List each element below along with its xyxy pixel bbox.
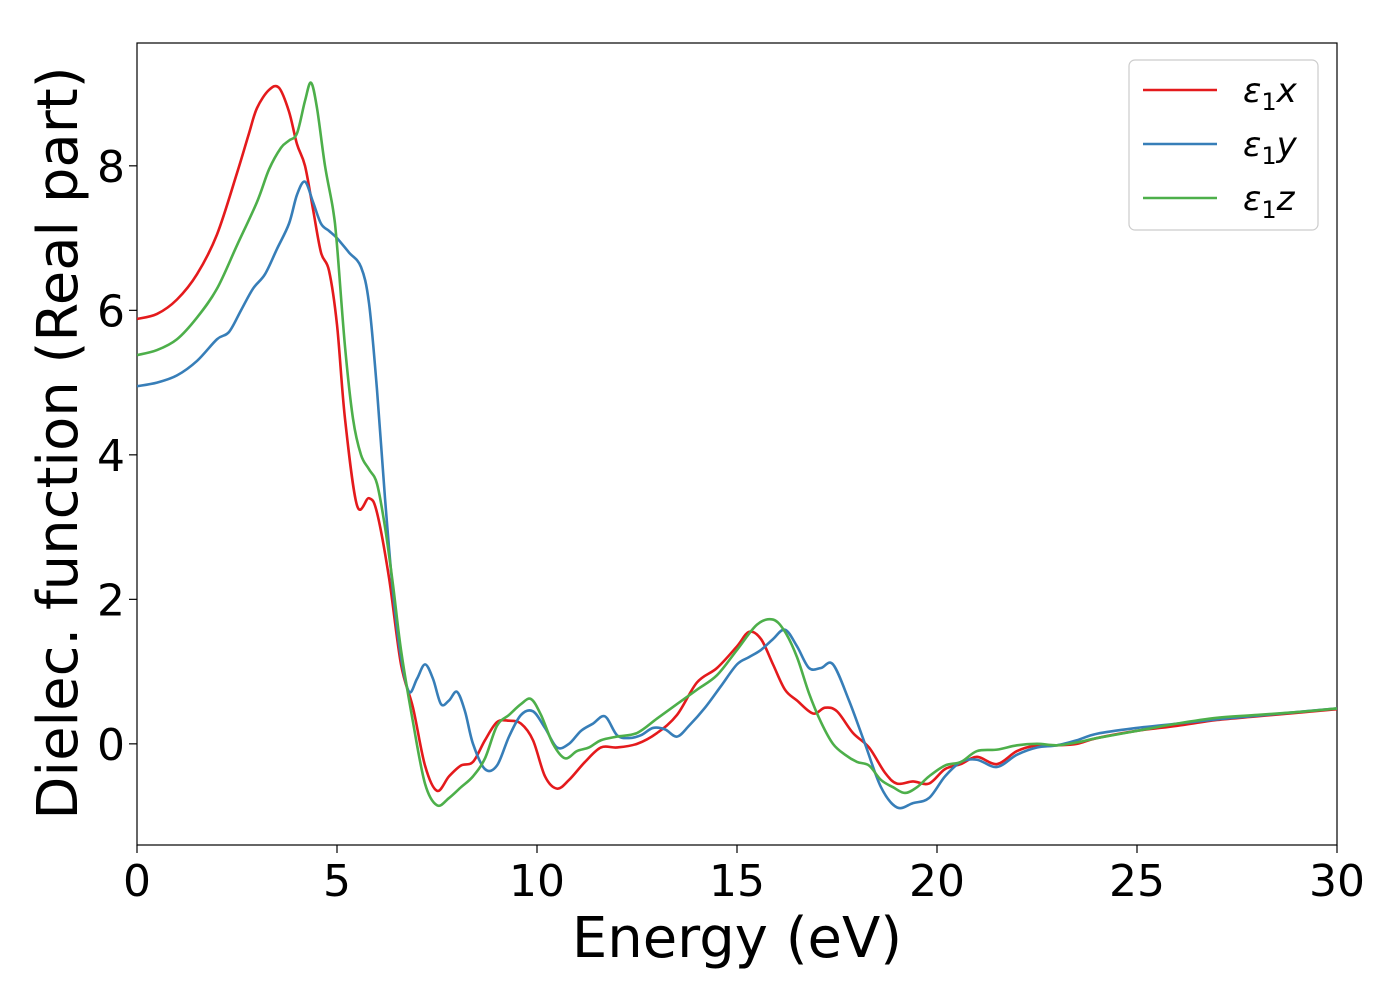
x-axis-title: Energy (eV) xyxy=(572,906,902,971)
x-tick-label: 5 xyxy=(323,856,351,907)
x-tick-label: 20 xyxy=(909,856,965,907)
y-axis-ticks: 0 2 4 6 8 xyxy=(97,142,137,771)
series-line-z xyxy=(137,81,1337,808)
x-tick-label: 25 xyxy=(1109,856,1165,907)
legend-label-y: ε1y xyxy=(1243,125,1298,170)
legend-frame xyxy=(1128,59,1319,231)
y-tick-label: 0 xyxy=(97,720,125,771)
y-tick-label: 4 xyxy=(97,431,125,482)
legend-label-x: ε1x xyxy=(1243,71,1298,116)
legend-label-z: ε1z xyxy=(1243,179,1296,224)
series-line-y xyxy=(137,180,1337,810)
legend: ε1x ε1y ε1z xyxy=(1128,59,1319,231)
y-tick-label: 8 xyxy=(97,142,125,193)
x-tick-label: 15 xyxy=(709,856,765,907)
x-tick-label: 10 xyxy=(509,856,565,907)
x-tick-label: 0 xyxy=(123,856,151,907)
x-tick-label: 30 xyxy=(1309,856,1365,907)
x-axis-ticks: 0 5 10 15 20 25 30 xyxy=(123,845,1365,907)
y-axis-title: Dielec. function (Real part) xyxy=(26,66,91,819)
y-tick-label: 6 xyxy=(97,286,125,337)
y-tick-label: 2 xyxy=(97,575,125,626)
series-layer xyxy=(137,81,1337,810)
